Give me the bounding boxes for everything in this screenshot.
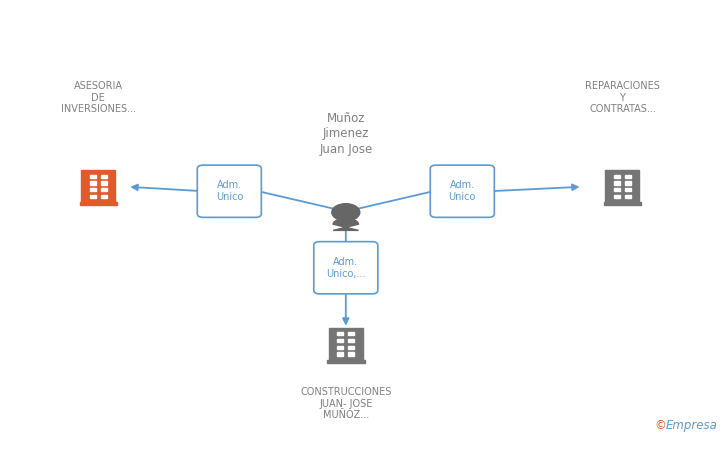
FancyBboxPatch shape bbox=[90, 175, 96, 178]
FancyBboxPatch shape bbox=[197, 165, 261, 217]
FancyBboxPatch shape bbox=[625, 188, 631, 192]
FancyBboxPatch shape bbox=[329, 328, 363, 360]
FancyBboxPatch shape bbox=[348, 339, 355, 342]
FancyBboxPatch shape bbox=[90, 181, 96, 184]
FancyBboxPatch shape bbox=[430, 165, 494, 217]
FancyBboxPatch shape bbox=[337, 339, 344, 342]
Polygon shape bbox=[333, 219, 358, 230]
Text: ASESORIA
DE
INVERSIONES...: ASESORIA DE INVERSIONES... bbox=[60, 81, 136, 114]
FancyBboxPatch shape bbox=[100, 188, 107, 192]
Text: Empresa: Empresa bbox=[665, 419, 717, 432]
FancyBboxPatch shape bbox=[625, 195, 631, 198]
Text: REPARACIONES
Y
CONTRATAS...: REPARACIONES Y CONTRATAS... bbox=[585, 81, 660, 114]
FancyBboxPatch shape bbox=[90, 188, 96, 192]
FancyBboxPatch shape bbox=[625, 181, 631, 184]
FancyBboxPatch shape bbox=[337, 346, 344, 349]
Text: Adm.
Unico: Adm. Unico bbox=[448, 180, 476, 202]
FancyBboxPatch shape bbox=[337, 332, 344, 335]
FancyBboxPatch shape bbox=[348, 332, 355, 335]
FancyBboxPatch shape bbox=[100, 181, 107, 184]
FancyBboxPatch shape bbox=[606, 170, 639, 202]
FancyBboxPatch shape bbox=[100, 175, 107, 178]
FancyBboxPatch shape bbox=[100, 195, 107, 198]
FancyBboxPatch shape bbox=[314, 242, 378, 294]
FancyBboxPatch shape bbox=[614, 188, 620, 192]
FancyBboxPatch shape bbox=[614, 175, 620, 178]
FancyBboxPatch shape bbox=[82, 170, 115, 202]
Text: CONSTRUCCIONES
JUAN- JOSE
MUÑOZ...: CONSTRUCCIONES JUAN- JOSE MUÑOZ... bbox=[300, 387, 392, 420]
FancyBboxPatch shape bbox=[348, 346, 355, 349]
FancyBboxPatch shape bbox=[614, 195, 620, 198]
FancyBboxPatch shape bbox=[337, 352, 344, 356]
Text: Adm.
Unico: Adm. Unico bbox=[215, 180, 243, 202]
FancyBboxPatch shape bbox=[90, 195, 96, 198]
FancyBboxPatch shape bbox=[604, 202, 641, 205]
FancyBboxPatch shape bbox=[79, 202, 117, 205]
Circle shape bbox=[332, 204, 360, 221]
FancyBboxPatch shape bbox=[614, 181, 620, 184]
FancyBboxPatch shape bbox=[348, 352, 355, 356]
Text: ©: © bbox=[654, 419, 666, 432]
Text: Adm.
Unico,...: Adm. Unico,... bbox=[326, 257, 365, 279]
Text: Muñoz
Jimenez
Juan Jose: Muñoz Jimenez Juan Jose bbox=[319, 112, 373, 156]
FancyBboxPatch shape bbox=[625, 175, 631, 178]
FancyBboxPatch shape bbox=[327, 360, 365, 363]
